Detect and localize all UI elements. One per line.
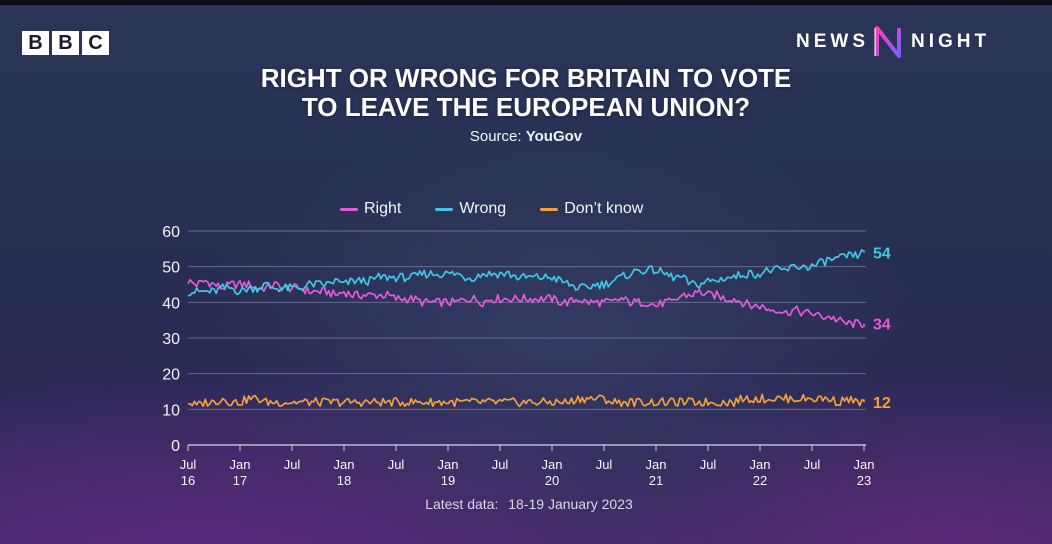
- top-strip: [0, 0, 1052, 5]
- x-tick-month: Jan: [542, 457, 563, 472]
- x-tick-month: Jan: [334, 457, 355, 472]
- newsnight-logo-right: NIGHT: [911, 31, 991, 52]
- legend-swatch-dont-know: [540, 207, 559, 211]
- x-tick-month: Jul: [804, 457, 821, 472]
- series-end-label-wrong: 54: [873, 245, 891, 262]
- x-tick-year: 22: [753, 473, 767, 488]
- x-tick-month: Jul: [284, 457, 301, 472]
- y-tick-label: 40: [162, 295, 180, 312]
- x-tick-month: Jan: [646, 457, 667, 472]
- source-name: YouGov: [525, 128, 583, 145]
- chart-legend: Right Wrong Don’t know: [340, 200, 643, 218]
- x-tick-year: 16: [181, 473, 195, 488]
- chart-title-line-2: TO LEAVE THE EUROPEAN UNION?: [301, 92, 751, 122]
- legend-label-right: Right: [364, 200, 402, 217]
- newsnight-logo-left: NEWS: [796, 31, 869, 52]
- newsnight-logo: NEWS NIGHT: [796, 24, 990, 60]
- chart-title: RIGHT OR WRONG FOR BRITAIN TO VOTE TO LE…: [0, 64, 1052, 122]
- x-tick-month: Jan: [854, 457, 875, 472]
- x-tick-month: Jan: [230, 457, 251, 472]
- x-tick-month: Jul: [700, 457, 717, 472]
- legend-swatch-right: [340, 207, 358, 211]
- latest-data-label: Latest data:: [425, 496, 499, 512]
- series-end-label-right: 34: [873, 317, 891, 334]
- legend-label-dont-know: Don’t know: [564, 200, 644, 217]
- series-line-dont-know: [187, 393, 865, 408]
- x-tick-month: Jul: [180, 457, 197, 472]
- bbc-logo-letter: B: [22, 31, 49, 55]
- x-tick-year: 21: [649, 473, 663, 488]
- x-tick-month: Jul: [492, 457, 509, 472]
- y-tick-label: 0: [171, 438, 180, 455]
- y-tick-label: 50: [162, 260, 180, 277]
- chart-source: Source: YouGov: [0, 128, 1052, 145]
- y-tick-label: 60: [162, 224, 180, 241]
- latest-data-value: 18-19 January 2023: [508, 496, 633, 512]
- x-tick-month: Jul: [596, 457, 613, 472]
- legend-item-right: Right: [340, 200, 401, 218]
- legend-swatch-wrong: [435, 207, 454, 211]
- series-end-label-dont-know: 12: [873, 395, 891, 412]
- y-tick-label: 20: [162, 367, 180, 384]
- latest-data-note: Latest data: 18-19 January 2023: [0, 496, 1052, 512]
- bbc-logo-letter: C: [82, 31, 109, 55]
- x-tick-month: Jul: [388, 457, 405, 472]
- x-tick-year: 23: [857, 473, 871, 488]
- source-label: Source:: [469, 128, 522, 145]
- legend-item-wrong: Wrong: [435, 200, 506, 218]
- x-tick-year: 17: [233, 473, 247, 488]
- bbc-logo-letter: B: [52, 31, 79, 55]
- chart-title-line-1: RIGHT OR WRONG FOR BRITAIN TO VOTE: [260, 63, 792, 93]
- bbc-logo: B B C: [22, 31, 109, 55]
- legend-label-wrong: Wrong: [459, 200, 507, 217]
- newsnight-n-icon: [874, 26, 901, 58]
- x-tick-month: Jan: [438, 457, 459, 472]
- legend-item-dont-know: Don’t know: [540, 200, 643, 218]
- x-tick-year: 19: [441, 473, 455, 488]
- x-tick-year: 18: [337, 473, 351, 488]
- x-tick-year: 20: [545, 473, 559, 488]
- x-tick-month: Jan: [750, 457, 771, 472]
- y-tick-label: 30: [162, 331, 180, 348]
- y-tick-label: 10: [162, 402, 180, 419]
- series-line-wrong: [187, 249, 865, 297]
